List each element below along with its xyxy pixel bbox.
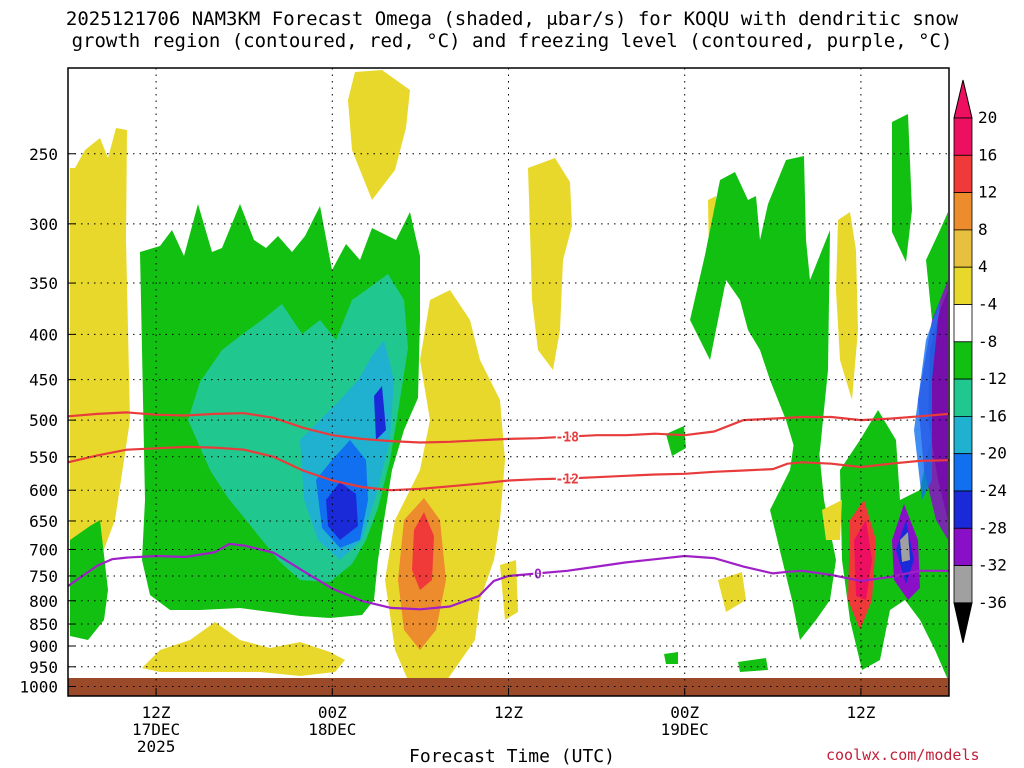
omega-shade-green xyxy=(738,658,768,672)
x-tick-label: 12Z xyxy=(142,703,171,722)
omega-shade-yellow xyxy=(836,212,858,400)
y-tick-label: 950 xyxy=(29,658,58,677)
colorbar-label: -36 xyxy=(978,593,1007,612)
omega-shade-green xyxy=(70,520,108,640)
colorbar-label: -16 xyxy=(978,406,1007,425)
contour-label: -18 xyxy=(555,431,579,446)
colorbar-label: -4 xyxy=(978,295,997,314)
x-axis-label: Forecast Time (UTC) xyxy=(409,746,615,767)
x-tick-label: 2025 xyxy=(137,737,176,756)
chart-title-line1: 2025121706 NAM3KM Forecast Omega (shaded… xyxy=(65,8,959,30)
y-tick-label: 650 xyxy=(29,512,58,531)
y-tick-label: 800 xyxy=(29,592,58,611)
contour-label: 0 xyxy=(534,567,542,582)
omega-shade-green xyxy=(664,652,678,664)
colorbar-label: 12 xyxy=(978,183,997,202)
x-tick-label: 19DEC xyxy=(661,720,709,739)
y-tick-label: 300 xyxy=(29,215,58,234)
colorbar-segment xyxy=(953,527,973,566)
y-tick-label: 500 xyxy=(29,411,58,430)
colorbar-segment xyxy=(953,192,973,231)
y-tick-label: 550 xyxy=(29,448,58,467)
chart-title-line2: growth region (contoured, red, °C) and f… xyxy=(71,30,953,52)
colorbar-segment xyxy=(953,453,973,492)
y-tick-label: 900 xyxy=(29,637,58,656)
omega-shade-yellow xyxy=(822,500,842,540)
y-tick-label: 400 xyxy=(29,325,58,344)
omega-shade-blue xyxy=(374,386,386,440)
colorbar-segment xyxy=(953,154,973,194)
omega-shade-blue xyxy=(326,482,358,540)
contour-label: -12 xyxy=(555,472,578,487)
y-tick-label: 450 xyxy=(29,371,58,390)
omega-shade-green xyxy=(926,212,948,320)
omega-shade-yellow xyxy=(70,128,130,580)
colorbar-label: 16 xyxy=(978,145,997,164)
omega-shade-yellow xyxy=(528,158,572,370)
omega-shade-yellow xyxy=(142,622,345,676)
colorbar-segment xyxy=(953,117,973,156)
x-tick-label: 18DEC xyxy=(308,720,356,739)
y-tick-label: 350 xyxy=(29,274,58,293)
y-tick-label: 1000 xyxy=(19,678,58,697)
colorbar-label: 20 xyxy=(978,108,997,127)
colorbar-segment xyxy=(953,565,973,604)
colorbar-segment xyxy=(953,266,973,305)
credit-text: coolwx.com/models xyxy=(826,746,980,764)
colorbar-segment xyxy=(953,229,973,268)
colorbar-label: 4 xyxy=(978,257,988,276)
omega-shade-yellow xyxy=(718,572,746,612)
colorbar-segment xyxy=(953,415,973,455)
colorbar-bottom-arrow xyxy=(953,602,973,644)
colorbar-label: -24 xyxy=(978,481,1007,500)
colorbar-segment xyxy=(953,341,973,380)
colorbar-segment xyxy=(953,378,973,417)
colorbar-segment xyxy=(953,304,973,343)
colorbar-segment xyxy=(953,490,973,529)
colorbar-label: 8 xyxy=(978,220,988,239)
x-tick-label: 12Z xyxy=(494,703,523,722)
omega-shade-green xyxy=(666,426,686,456)
contour-line xyxy=(68,445,949,492)
colorbar-label: -12 xyxy=(978,369,1007,388)
colorbar-label: -32 xyxy=(978,556,1007,575)
x-tick-label: 00Z xyxy=(318,703,347,722)
omega-shade-blue xyxy=(914,300,940,500)
omega-shade-green xyxy=(690,156,830,500)
y-tick-label: 250 xyxy=(29,145,58,164)
colorbar-label: -8 xyxy=(978,332,997,351)
y-tick-label: 600 xyxy=(29,481,58,500)
colorbar-label: -20 xyxy=(978,444,1007,463)
omega-shade-green xyxy=(892,114,912,262)
y-tick-label: 750 xyxy=(29,567,58,586)
omega-shade-red xyxy=(412,512,434,590)
x-tick-label: 12Z xyxy=(846,703,875,722)
omega-shade-gray xyxy=(900,532,910,562)
x-tick-label: 00Z xyxy=(670,703,699,722)
y-tick-label: 700 xyxy=(29,540,58,559)
contour-line xyxy=(68,542,949,611)
x-tick-label: 17DEC xyxy=(132,720,180,739)
y-tick-label: 850 xyxy=(29,615,58,634)
omega-shade-yellow xyxy=(348,70,410,200)
colorbar-label: -28 xyxy=(978,518,1007,537)
colorbar-top-arrow xyxy=(953,79,973,119)
omega-shade-green xyxy=(770,400,836,640)
